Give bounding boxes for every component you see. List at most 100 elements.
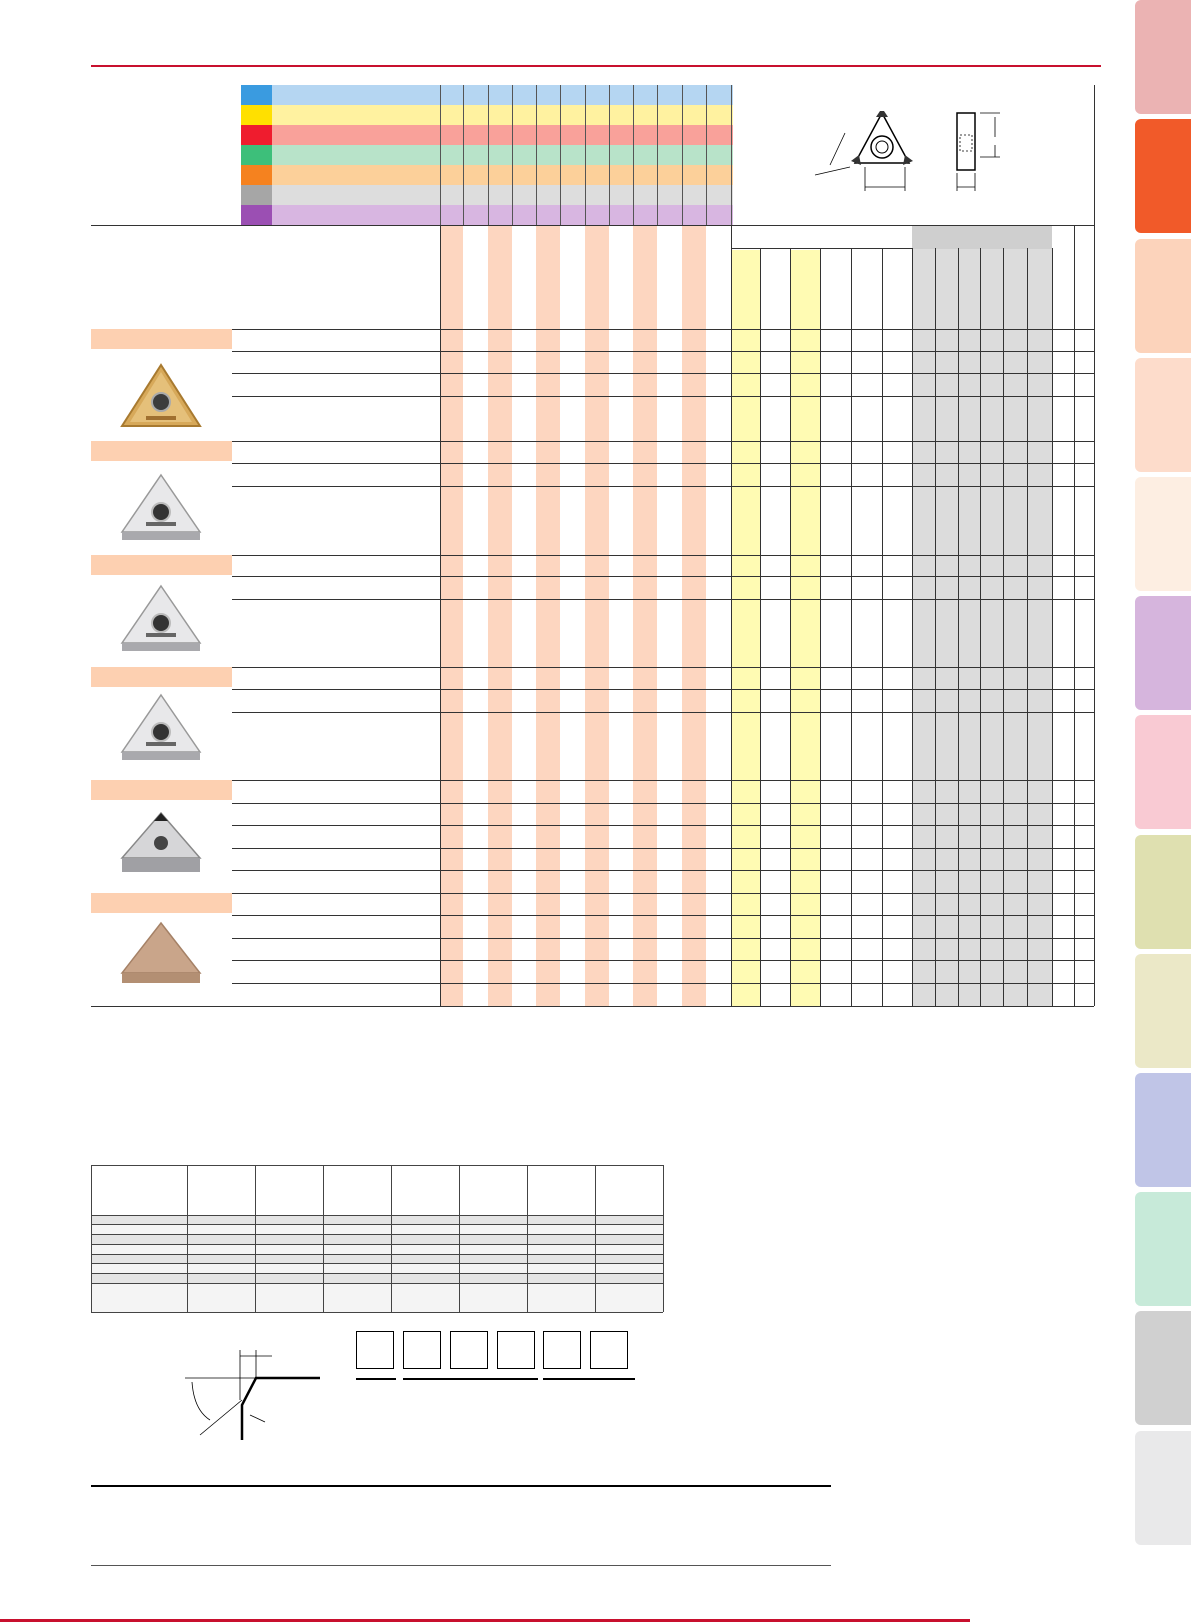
table-row-line-20 <box>232 893 1094 894</box>
table-row-line-10 <box>232 576 1094 577</box>
legend-swatch-3 <box>241 125 272 145</box>
table-row-line-18 <box>232 848 1094 849</box>
legend-swatch-1 <box>241 85 272 105</box>
side-tab-3 <box>1135 239 1191 353</box>
side-tab-8 <box>1135 835 1191 949</box>
table-row-line-5 <box>232 396 1094 397</box>
table-row-line-22 <box>232 938 1094 939</box>
table-row-line-12 <box>232 667 1094 668</box>
table-row-line-1 <box>91 225 1094 226</box>
side-tab-7 <box>1135 715 1191 829</box>
legend-swatch-5 <box>241 165 272 185</box>
grade-col-1 <box>731 250 760 1006</box>
category-bar-4 <box>91 667 232 687</box>
note-bottom-rule <box>91 1565 831 1566</box>
silver-triangle-insert-2-icon <box>120 584 202 651</box>
legend-col-line-10 <box>657 85 658 225</box>
table-row-line-8 <box>232 486 1094 487</box>
legend-col-line-3 <box>488 85 489 225</box>
small-table-row-bg-7 <box>91 1273 663 1283</box>
legend-swatch-2 <box>241 105 272 125</box>
small-table-hline-1 <box>91 1165 663 1166</box>
legend-band-6 <box>272 185 733 205</box>
table-row-line-16 <box>232 803 1094 804</box>
cutting-col-2 <box>488 225 512 1006</box>
solid-ceramic-triangle-insert-icon <box>120 921 202 983</box>
legend-band-4 <box>272 145 733 165</box>
side-tab-6 <box>1135 596 1191 710</box>
table-row-line-17 <box>232 825 1094 826</box>
frame-right <box>1094 85 1095 1006</box>
table-row-line-14 <box>232 712 1094 713</box>
designation-slot-1 <box>356 1331 394 1369</box>
side-tab-10 <box>1135 1073 1191 1187</box>
legend-band-5 <box>272 165 733 185</box>
side-tab-4 <box>1135 358 1191 472</box>
small-table-row-bg-4 <box>91 1244 663 1254</box>
table-row-line-15 <box>232 780 1094 781</box>
table-col-line-2 <box>731 225 732 1006</box>
slot-underline-3 <box>543 1378 635 1380</box>
note-top-rule <box>91 1485 831 1487</box>
small-table-hline-10 <box>91 1312 663 1313</box>
small-table-vline-3 <box>255 1165 256 1312</box>
legend-col-line-12 <box>706 85 707 225</box>
small-table-hline-8 <box>91 1273 663 1274</box>
legend-band-7 <box>272 205 733 225</box>
table-row-line-24 <box>232 983 1094 984</box>
designation-slot-5 <box>543 1331 581 1369</box>
designation-slot-4 <box>497 1331 535 1369</box>
legend-col-line-6 <box>560 85 561 225</box>
small-table-vline-9 <box>663 1165 664 1312</box>
table-row-line-19 <box>232 870 1094 871</box>
table-row-line-3 <box>232 351 1094 352</box>
small-table-hline-7 <box>91 1263 663 1264</box>
table-row-line-6 <box>232 441 1094 442</box>
small-table-vline-6 <box>459 1165 460 1312</box>
side-tab-12 <box>1135 1311 1191 1425</box>
table-row-line-9 <box>232 555 1094 556</box>
small-table-hline-5 <box>91 1244 663 1245</box>
side-tab-1 <box>1135 0 1191 114</box>
small-table-row-bg-2 <box>91 1224 663 1234</box>
legend-col-line-7 <box>585 85 586 225</box>
header-rule <box>91 65 1101 67</box>
small-table-vline-7 <box>527 1165 528 1312</box>
table-col-line-9 <box>935 248 936 1006</box>
table-col-line-7 <box>882 248 883 1006</box>
legend-band-3 <box>272 125 733 145</box>
stock-block <box>912 225 1052 1006</box>
legend-band-1 <box>272 85 733 105</box>
legend-col-line-2 <box>463 85 464 225</box>
cutting-col-3 <box>536 225 560 1006</box>
table-col-line-1 <box>440 225 441 1006</box>
table-row-line-23 <box>232 960 1094 961</box>
footer-rule <box>0 1619 970 1622</box>
slot-underline-2 <box>403 1378 538 1380</box>
designation-slot-6 <box>590 1331 628 1369</box>
table-col-line-10 <box>958 248 959 1006</box>
chamfer-angle-diagram <box>185 1350 320 1440</box>
legend-col-line-1 <box>440 85 441 225</box>
small-table-row-bg-1 <box>91 1215 663 1224</box>
table-row-line-25 <box>91 1006 1094 1007</box>
cutting-col-4 <box>585 225 609 1006</box>
legend-col-line-11 <box>682 85 683 225</box>
silver-triangle-insert-1-icon <box>120 473 202 540</box>
table-row-line-11 <box>232 599 1094 600</box>
side-tab-2 <box>1135 119 1191 233</box>
side-tab-5 <box>1135 477 1191 591</box>
legend-swatch-7 <box>241 205 272 225</box>
legend-col-line-4 <box>512 85 513 225</box>
silver-triangle-insert-3-icon <box>120 693 202 760</box>
category-bar-3 <box>91 555 232 575</box>
table-col-line-14 <box>1052 248 1053 1006</box>
stock-header-band <box>912 225 1052 249</box>
small-table-row-bg-8 <box>91 1283 663 1312</box>
legend-col-line-13 <box>731 85 732 225</box>
category-bar-6 <box>91 893 232 913</box>
legend-swatch-6 <box>241 185 272 205</box>
small-table-hline-9 <box>91 1283 663 1284</box>
legend-col-line-8 <box>609 85 610 225</box>
slot-underline-1 <box>356 1378 396 1380</box>
